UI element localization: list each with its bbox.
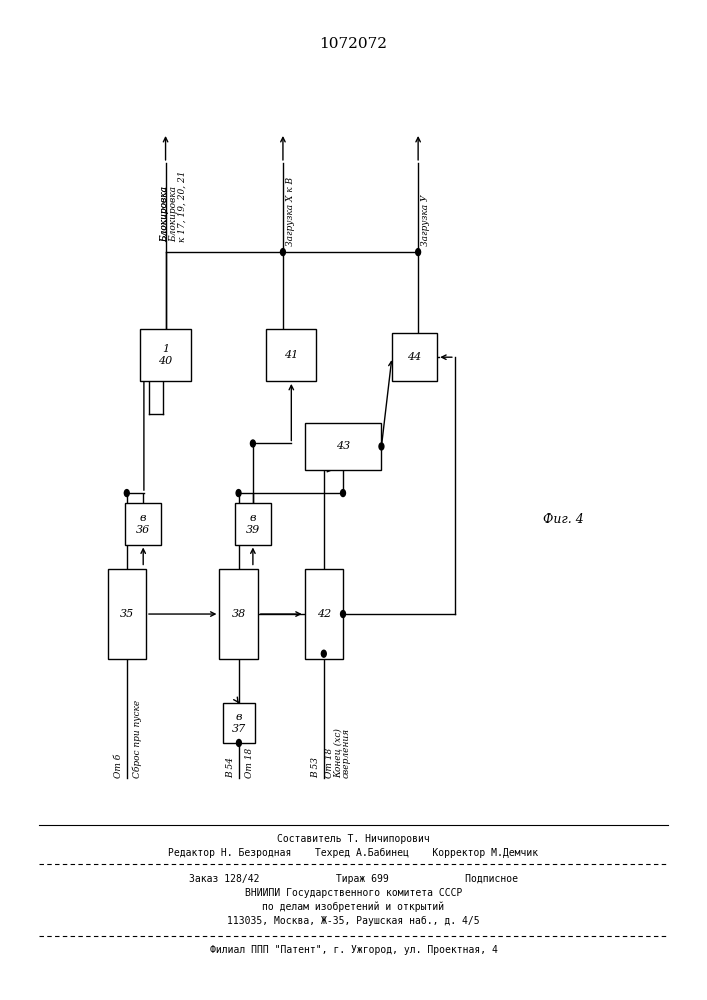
- Bar: [305, 423, 382, 470]
- Circle shape: [250, 440, 255, 447]
- Text: От 18: От 18: [325, 747, 334, 778]
- Text: В 53: В 53: [311, 757, 320, 778]
- Text: в
36: в 36: [136, 513, 151, 535]
- Text: 41: 41: [284, 350, 298, 360]
- Text: От б: От б: [115, 753, 123, 778]
- Text: Загрузка X к В: Загрузка X к В: [286, 177, 295, 246]
- Bar: [107, 569, 146, 659]
- Bar: [235, 503, 271, 545]
- Text: 1
40: 1 40: [158, 344, 173, 366]
- Text: сверления: сверления: [342, 728, 351, 778]
- Text: Сброс при пуске: Сброс при пуске: [132, 699, 142, 778]
- Text: 113035, Москва, Ж-35, Раушская наб., д. 4/5: 113035, Москва, Ж-35, Раушская наб., д. …: [227, 915, 480, 926]
- Circle shape: [236, 490, 241, 497]
- Text: 38: 38: [231, 609, 246, 619]
- Text: Составитель Т. Ничипорович: Составитель Т. Ничипорович: [277, 834, 430, 844]
- Text: 44: 44: [407, 352, 422, 362]
- Bar: [219, 569, 258, 659]
- Text: Редактор Н. Безродная    Техред А.Бабинец    Корректор М.Демчик: Редактор Н. Безродная Техред А.Бабинец К…: [168, 848, 539, 858]
- Text: Загрузка У: Загрузка У: [421, 195, 430, 246]
- Circle shape: [281, 249, 286, 256]
- Text: Фиг. 4: Фиг. 4: [543, 513, 583, 526]
- Circle shape: [341, 490, 346, 497]
- Text: ВНИИПИ Государственного комитета СССР: ВНИИПИ Государственного комитета СССР: [245, 888, 462, 898]
- Bar: [125, 503, 161, 545]
- Bar: [392, 333, 438, 381]
- Circle shape: [379, 443, 384, 450]
- Circle shape: [322, 650, 326, 657]
- Bar: [141, 329, 191, 381]
- Text: 35: 35: [119, 609, 134, 619]
- Text: Конец (хс): Конец (хс): [334, 728, 343, 778]
- Bar: [266, 329, 317, 381]
- Bar: [305, 569, 343, 659]
- Circle shape: [124, 490, 129, 497]
- Text: к 17, 19, 20, 21: к 17, 19, 20, 21: [177, 171, 187, 242]
- Bar: [223, 703, 255, 743]
- Circle shape: [236, 739, 241, 746]
- Text: Блокировка: Блокировка: [169, 186, 178, 242]
- Text: 43: 43: [336, 441, 350, 451]
- Text: 42: 42: [317, 609, 331, 619]
- Text: Филиал ППП "Патент", г. Ужгород, ул. Проектная, 4: Филиал ППП "Патент", г. Ужгород, ул. Про…: [209, 945, 498, 955]
- Text: Заказ 128/42             Тираж 699             Подписное: Заказ 128/42 Тираж 699 Подписное: [189, 874, 518, 884]
- Text: в
37: в 37: [232, 712, 246, 734]
- Circle shape: [341, 611, 346, 618]
- Text: в
39: в 39: [246, 513, 260, 535]
- Text: В 54: В 54: [226, 757, 235, 778]
- Text: Блокировка: Блокировка: [160, 186, 169, 242]
- Text: по делам изобретений и открытий: по делам изобретений и открытий: [262, 901, 445, 912]
- Text: 1072072: 1072072: [320, 37, 387, 51]
- Text: Блокировка: Блокировка: [160, 186, 169, 242]
- Circle shape: [416, 249, 421, 256]
- Text: От 18: От 18: [245, 747, 254, 778]
